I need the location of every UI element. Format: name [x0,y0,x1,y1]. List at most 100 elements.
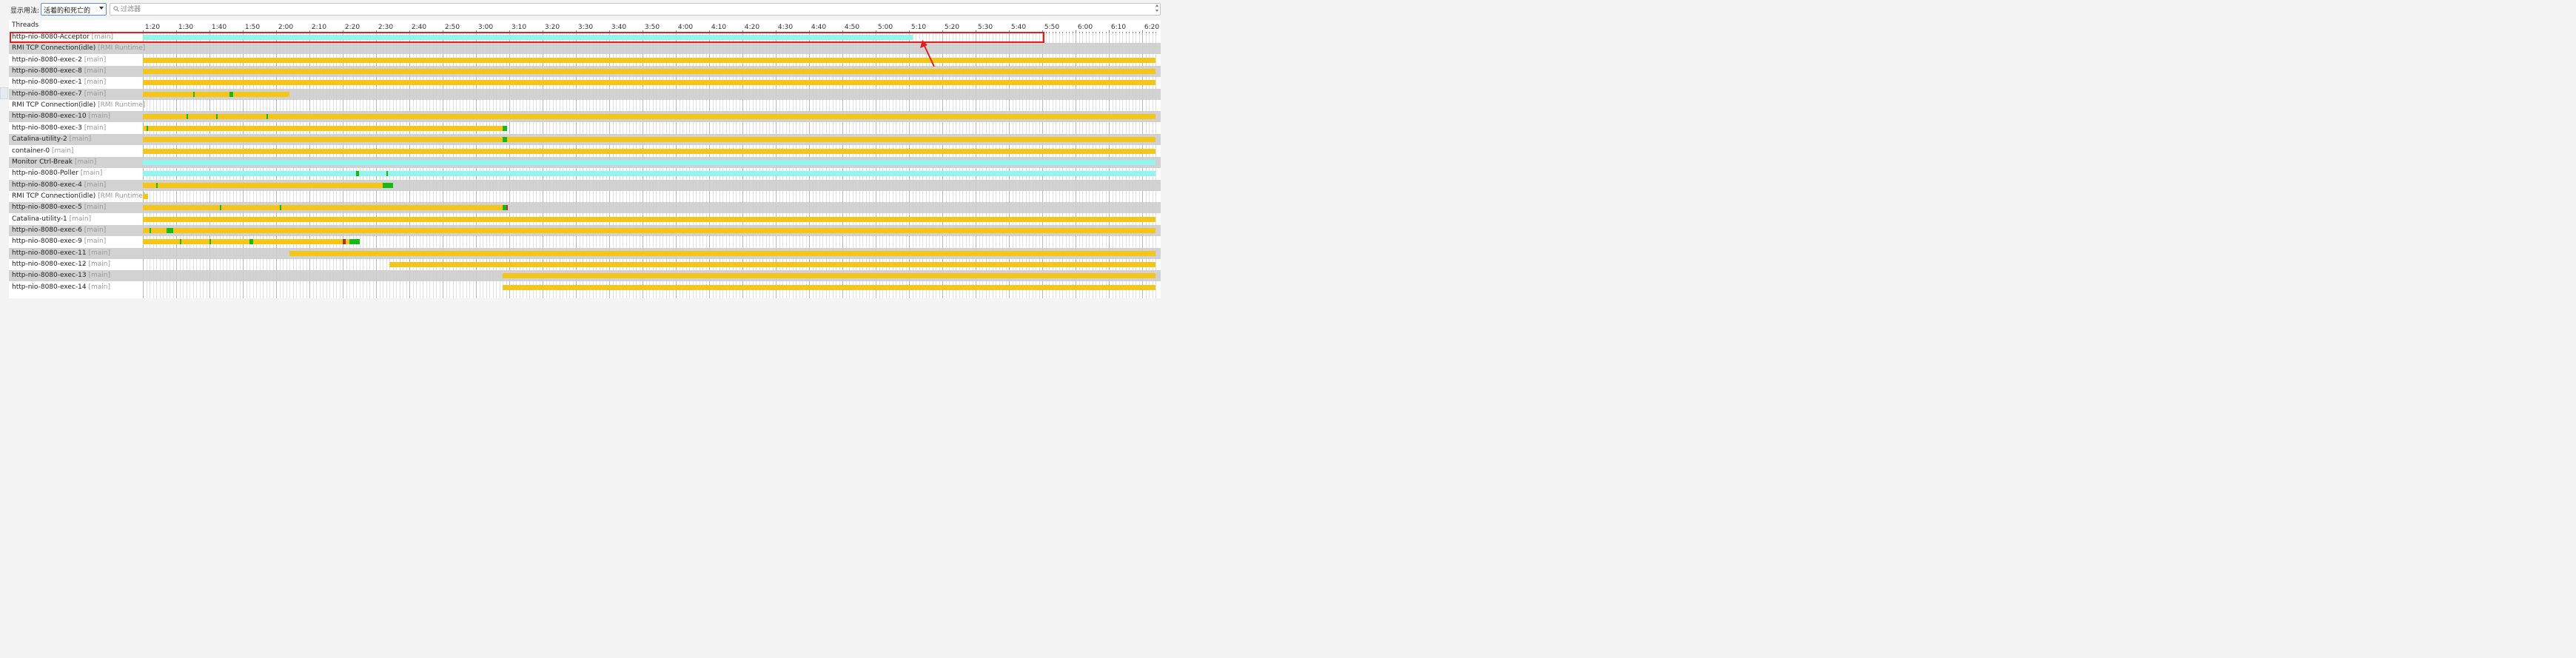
thread-state-bar[interactable] [289,250,1155,256]
thread-row[interactable]: Monitor Ctrl-Break [main] [9,156,1161,168]
axis-tick-mark [426,32,427,33]
thread-row[interactable]: http-nio-8080-exec-1 [main] [9,77,1161,88]
thread-row[interactable]: http-nio-8080-exec-14 [main] [9,282,1161,293]
thread-row[interactable]: RMI TCP Connection(idle) [RMI Runtime] [9,100,1161,111]
thread-state-bar[interactable] [503,284,1155,290]
thread-state-mark[interactable] [349,239,360,245]
thread-state-mark[interactable] [156,182,158,188]
thread-row[interactable]: http-nio-8080-exec-3 [main] [9,123,1161,134]
thread-state-mark[interactable] [503,125,508,131]
axis-tick-label: 2:20 [344,24,360,31]
thread-state-mark[interactable] [383,182,394,188]
thread-state-bar[interactable] [389,262,1155,267]
thread-state-mark[interactable] [166,227,173,233]
axis-tick-mark [486,32,487,33]
axis-tick-mark [949,32,950,33]
thread-state-mark[interactable] [179,239,181,245]
thread-state-bar[interactable] [143,216,1155,222]
thread-state-mark[interactable] [219,205,221,211]
thread-row[interactable]: http-nio-8080-exec-8 [main] [9,66,1161,78]
thread-row[interactable]: http-nio-8080-exec-11 [main] [9,247,1161,259]
thread-state-bar[interactable] [143,114,1155,120]
axis-tick-label: 3:20 [544,24,560,31]
thread-state-mark[interactable] [229,91,234,97]
thread-state-bar[interactable] [143,91,289,97]
thread-state-mark[interactable] [150,227,151,233]
axis-tick-mark [919,32,920,33]
annotation-arrow-icon [920,40,935,67]
thread-state-mark[interactable] [503,205,506,211]
thread-state-bar[interactable] [143,148,1155,154]
thread-row[interactable]: http-nio-8080-exec-9 [main] [9,236,1161,247]
scroll-up-icon[interactable] [1155,4,1158,7]
axis-tick-mark [412,32,414,33]
thread-name: http-nio-8080-exec-4 [main] [12,181,106,189]
thread-state-mark[interactable] [506,205,508,211]
thread-state-bar[interactable] [143,125,503,131]
axis-tick-mark [709,30,710,33]
thread-state-mark[interactable] [146,125,148,131]
axis-tick-mark [312,32,314,33]
axis-tick-mark [332,32,334,33]
axis-tick-mark [296,32,297,33]
thread-state-bar[interactable] [143,182,393,188]
thread-state-bar[interactable] [143,35,913,40]
thread-state-mark[interactable] [209,239,211,245]
thread-row[interactable]: http-nio-8080-Acceptor [main] [9,32,1161,43]
scroll-down-icon[interactable] [1155,10,1158,12]
thread-row[interactable]: RMI TCP Connection(idle) [RMI Runtime] [9,191,1161,202]
axis-tick-mark [392,32,394,33]
thread-state-bar[interactable] [143,193,148,199]
axis-tick-mark [625,32,627,33]
thread-row[interactable]: http-nio-8080-exec-13 [main] [9,270,1161,282]
thread-state-mark[interactable] [186,114,188,120]
thread-row[interactable]: http-nio-8080-exec-4 [main] [9,179,1161,191]
axis-tick-mark [489,32,490,33]
thread-name: http-nio-8080-exec-10 [main] [12,113,110,120]
thread-row[interactable]: http-nio-8080-exec-10 [main] [9,111,1161,123]
thread-state-bar[interactable] [143,80,1155,86]
thread-row[interactable]: http-nio-8080-exec-7 [main] [9,88,1161,100]
axis-tick-mark [652,32,654,33]
filter-field[interactable] [110,3,1161,16]
axis-tick-mark [196,32,197,33]
axis-tick-mark [259,32,261,33]
thread-state-bar[interactable] [143,205,506,211]
thread-state-bar[interactable] [143,69,1155,75]
display-mode-select[interactable]: 活着的和死亡的 [41,3,107,16]
thread-state-mark[interactable] [343,239,346,245]
thread-group-text: [main] [84,238,107,246]
thread-state-bar[interactable] [143,159,1155,165]
thread-state-mark[interactable] [356,171,359,177]
axis-tick-mark [905,32,907,33]
thread-row[interactable]: http-nio-8080-exec-2 [main] [9,55,1161,66]
thread-row[interactable]: http-nio-8080-Poller [main] [9,168,1161,179]
thread-state-bar[interactable] [143,57,1155,63]
gutter-tab[interactable] [0,87,8,99]
thread-state-mark[interactable] [249,239,253,245]
thread-row[interactable]: http-nio-8080-exec-12 [main] [9,259,1161,270]
axis-tick-mark [452,32,454,33]
thread-state-mark[interactable] [279,205,281,211]
thread-row[interactable]: http-nio-8080-exec-6 [main] [9,224,1161,236]
thread-row[interactable]: Catalina-utility-2 [main] [9,134,1161,146]
thread-state-mark[interactable] [266,114,268,120]
thread-state-mark[interactable] [216,114,218,120]
thread-row[interactable]: http-nio-8080-exec-5 [main] [9,202,1161,214]
axis-tick-mark [805,32,807,33]
thread-state-mark[interactable] [503,137,508,143]
thread-state-mark[interactable] [192,91,195,97]
filter-input[interactable] [121,4,343,14]
thread-row[interactable]: container-0 [main] [9,146,1161,157]
thread-state-bar[interactable] [143,137,1155,143]
thread-row[interactable]: Catalina-utility-1 [main] [9,214,1161,225]
thread-state-bar[interactable] [143,227,1155,233]
thread-state-bar[interactable] [143,171,1155,177]
thread-state-mark[interactable] [386,171,389,177]
axis-tick-mark [416,32,417,33]
thread-state-bar[interactable] [503,273,1155,279]
axis-tick-mark [446,32,447,33]
axis-tick-mark [576,30,577,33]
thread-row[interactable]: RMI TCP Connection(idle) [RMI Runtime] [9,43,1161,55]
axis-tick-label: 2:40 [411,24,427,31]
